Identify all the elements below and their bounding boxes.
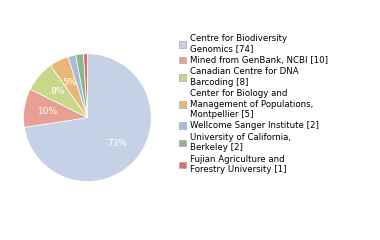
Wedge shape <box>84 54 87 118</box>
Wedge shape <box>51 57 87 118</box>
Wedge shape <box>24 89 87 127</box>
Wedge shape <box>30 66 87 118</box>
Text: 73%: 73% <box>108 139 128 148</box>
Wedge shape <box>76 54 87 118</box>
Wedge shape <box>24 54 151 181</box>
Text: 5%: 5% <box>63 78 77 87</box>
Text: 8%: 8% <box>50 87 65 96</box>
Wedge shape <box>68 55 87 118</box>
Text: 10%: 10% <box>38 107 59 116</box>
Legend: Centre for Biodiversity
Genomics [74], Mined from GenBank, NCBI [10], Canadian C: Centre for Biodiversity Genomics [74], M… <box>179 34 328 174</box>
